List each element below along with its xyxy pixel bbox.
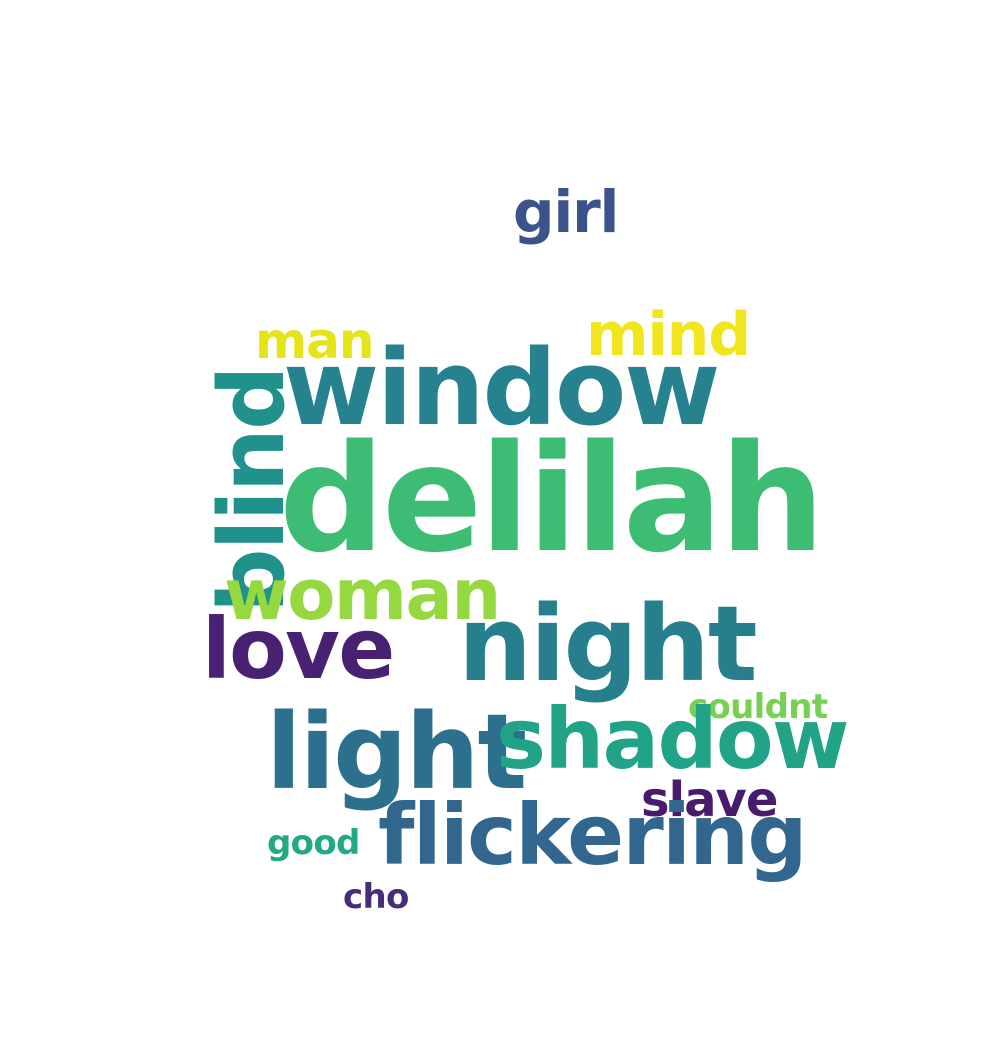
word-night: night	[458, 583, 758, 705]
word-man: man	[255, 312, 374, 370]
word-delilah: delilah	[279, 413, 825, 585]
word-cho: cho	[343, 877, 409, 917]
word-shadow: shadow	[496, 690, 850, 788]
word-love: love	[202, 600, 395, 698]
word-girl: girl	[513, 178, 619, 246]
word-window: window	[283, 327, 720, 449]
word-woman: woman	[224, 554, 501, 636]
word-flickering: flickering	[378, 786, 808, 884]
word-couldnt: couldnt	[688, 687, 828, 727]
word-slave: slave	[641, 772, 778, 828]
word-good: good	[267, 823, 360, 863]
word-mind: mind	[586, 300, 751, 370]
word-light: light	[266, 691, 527, 813]
